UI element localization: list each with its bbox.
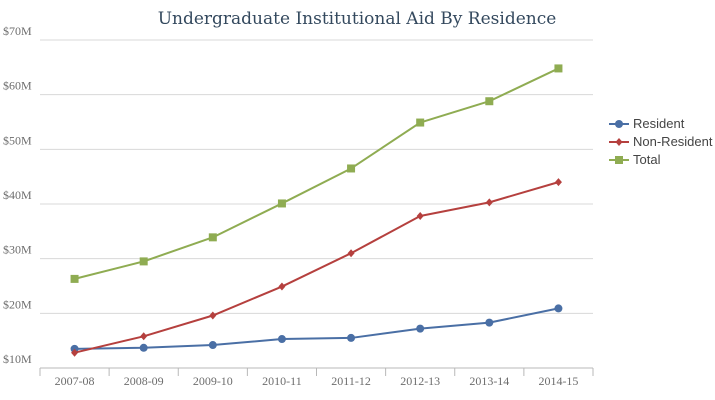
- legend-marker: [615, 120, 623, 128]
- data-point-resident: [277, 335, 286, 344]
- legend-item-total: Total: [609, 152, 661, 167]
- x-tick-label: 2007-08: [55, 374, 95, 388]
- x-axis-ticks: 2007-08 2008-09 2009-10 2010-11 2011-12 2012-…: [39, 368, 594, 388]
- x-tick-label: 2010-11: [262, 374, 302, 388]
- data-point-resident: [416, 324, 425, 333]
- legend-label: Non-Resident: [633, 134, 713, 149]
- legend-item-resident: Resident: [609, 116, 685, 131]
- data-point-non-resident: [347, 249, 355, 258]
- data-point-resident: [139, 343, 148, 352]
- chart-title: Undergraduate Institutional Aid By Resid…: [158, 9, 557, 29]
- y-tick-label: $40M: [3, 188, 32, 202]
- x-tick-label: 2013-14: [469, 374, 509, 388]
- data-point-non-resident: [140, 332, 148, 341]
- data-point-non-resident: [416, 212, 424, 221]
- series-group: [70, 64, 563, 357]
- y-tick-label: $50M: [3, 133, 32, 147]
- data-point-resident: [554, 304, 563, 313]
- legend: Resident Non-Resident Total: [609, 116, 713, 167]
- series-total: [70, 64, 563, 283]
- x-tick-label: 2008-09: [124, 374, 164, 388]
- data-point-non-resident: [278, 282, 286, 291]
- x-tick-label: 2011-12: [331, 374, 371, 388]
- data-point-total: [70, 274, 79, 283]
- data-point-total: [139, 257, 148, 266]
- legend-item-non-resident: Non-Resident: [609, 134, 713, 149]
- data-point-non-resident: [485, 198, 493, 207]
- data-point-resident: [347, 333, 356, 342]
- data-point-total: [485, 97, 494, 106]
- y-tick-label: $10M: [3, 352, 32, 366]
- legend-marker: [615, 138, 623, 146]
- data-point-resident: [208, 341, 217, 350]
- data-point-resident: [485, 318, 494, 327]
- x-tick-label: 2014-15: [538, 374, 578, 388]
- y-tick-label: $60M: [3, 79, 32, 93]
- y-tick-label: $20M: [3, 297, 32, 311]
- series-line-resident: [73, 307, 560, 350]
- data-point-total: [277, 199, 286, 208]
- y-tick-label: $30M: [3, 243, 32, 257]
- series-resident: [70, 304, 563, 353]
- legend-marker: [615, 156, 623, 164]
- series-line-non-resident: [73, 181, 560, 354]
- legend-label: Resident: [633, 116, 685, 131]
- data-point-non-resident: [554, 178, 562, 187]
- data-point-total: [347, 164, 356, 173]
- x-tick-label: 2009-10: [193, 374, 233, 388]
- y-tick-label: $70M: [3, 24, 32, 38]
- data-point-total: [554, 64, 563, 73]
- series-non-resident: [71, 178, 562, 357]
- y-axis-ticks: $10M $20M $30M $40M $50M $60M $70M: [3, 24, 32, 366]
- legend-label: Total: [633, 152, 661, 167]
- x-tick-label: 2012-13: [400, 374, 440, 388]
- gridlines: [40, 39, 593, 369]
- data-point-non-resident: [209, 311, 217, 320]
- data-point-total: [416, 118, 425, 127]
- data-point-non-resident: [71, 348, 79, 357]
- series-line-total: [73, 67, 560, 280]
- data-point-total: [208, 233, 217, 242]
